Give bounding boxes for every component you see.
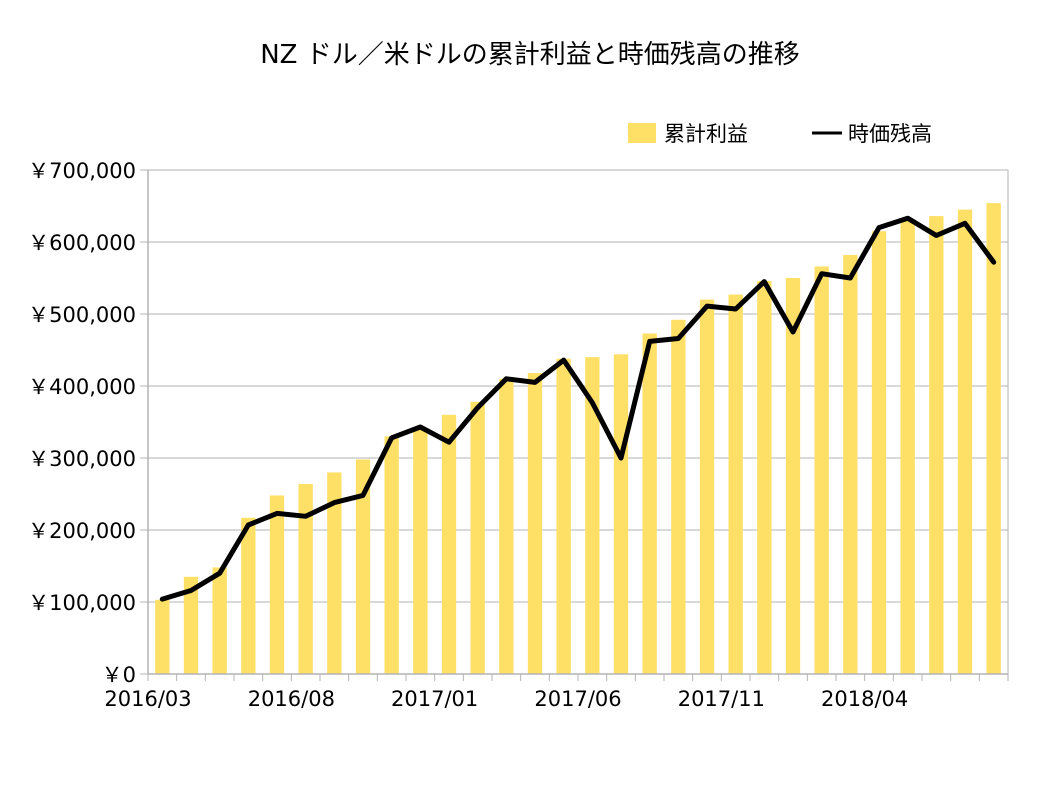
bars bbox=[155, 203, 1001, 674]
bar bbox=[298, 483, 313, 674]
legend: 累計利益 時価残高 bbox=[628, 122, 932, 146]
bar bbox=[499, 378, 514, 674]
y-tick-label: ￥0 bbox=[102, 663, 136, 687]
x-tick-label: 2016/03 bbox=[104, 687, 191, 711]
y-tick-label: ￥200,000 bbox=[28, 519, 136, 543]
line-jika-zandaka bbox=[159, 215, 997, 602]
bar bbox=[470, 401, 485, 674]
bar bbox=[757, 280, 772, 674]
bar bbox=[728, 294, 743, 674]
x-tick-label: 2017/01 bbox=[391, 687, 478, 711]
bar bbox=[785, 278, 801, 674]
y-tick-label: ￥500,000 bbox=[28, 303, 136, 327]
bar bbox=[642, 333, 657, 674]
bar bbox=[155, 599, 170, 674]
y-tick-label: ￥100,000 bbox=[28, 591, 136, 615]
y-tick-label: ￥400,000 bbox=[28, 375, 136, 399]
bar bbox=[929, 216, 944, 674]
line-series bbox=[159, 215, 997, 602]
bar bbox=[585, 357, 600, 674]
y-tick-label: ￥700,000 bbox=[28, 159, 136, 183]
bar bbox=[900, 220, 915, 674]
chart-title: NZ ドル／米ドルの累計利益と時価残高の推移 bbox=[260, 40, 800, 70]
bar bbox=[413, 429, 428, 674]
axes bbox=[140, 169, 1009, 681]
bar bbox=[871, 231, 887, 674]
bar bbox=[355, 459, 371, 674]
x-tick-label: 2017/06 bbox=[534, 687, 621, 711]
legend-label-line: 時価残高 bbox=[848, 122, 932, 146]
bar bbox=[212, 567, 227, 674]
legend-swatch-bar bbox=[628, 123, 656, 143]
bar bbox=[843, 254, 858, 674]
bar bbox=[441, 414, 457, 674]
gridlines bbox=[148, 169, 1008, 603]
bar bbox=[269, 495, 285, 674]
y-tick-labels: ￥0 ￥100,000 ￥200,000 ￥300,000 ￥400,000 ￥500,0… bbox=[28, 159, 136, 687]
bar bbox=[527, 373, 543, 674]
bar bbox=[671, 319, 686, 674]
bar bbox=[556, 358, 571, 674]
bar bbox=[241, 517, 256, 674]
bar bbox=[814, 266, 829, 674]
x-tick-label: 2016/08 bbox=[248, 687, 335, 711]
bar bbox=[384, 436, 399, 674]
bar bbox=[327, 472, 342, 674]
y-tick-label: ￥600,000 bbox=[28, 231, 136, 255]
x-tick-label: 2017/11 bbox=[678, 687, 765, 711]
bar bbox=[699, 299, 715, 674]
y-tick-label: ￥300,000 bbox=[28, 447, 136, 471]
bar bbox=[986, 203, 1001, 674]
bar bbox=[957, 209, 973, 674]
x-tick-label: 2018/04 bbox=[821, 687, 908, 711]
bar bbox=[183, 576, 199, 674]
bar bbox=[613, 354, 629, 674]
x-tick-labels: 2016/03 2016/08 2017/01 2017/06 2017/11 2018/… bbox=[104, 687, 908, 711]
legend-label-bar: 累計利益 bbox=[664, 122, 748, 146]
